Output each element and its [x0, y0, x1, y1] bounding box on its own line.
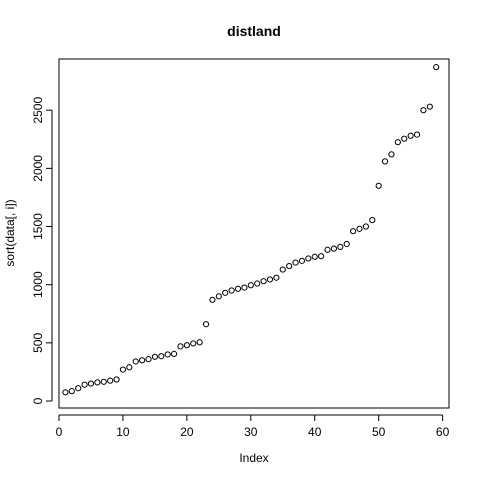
x-tick-label: 10 [116, 425, 130, 439]
chart-title: distland [227, 23, 281, 39]
x-tick-label: 20 [180, 425, 194, 439]
data-point [196, 339, 203, 346]
data-point [126, 364, 133, 371]
y-tick-label: 1000 [31, 271, 45, 298]
y-axis: 0 500 1000 1500 2000 2500 [31, 97, 53, 404]
x-tick-label: 30 [244, 425, 258, 439]
data-point [318, 253, 325, 260]
data-point [413, 131, 421, 138]
y-tick-label: 2000 [31, 155, 45, 182]
data-point [375, 182, 382, 189]
data-point [177, 343, 184, 350]
data-point [151, 353, 159, 360]
data-point [100, 378, 107, 385]
y-tick-label: 0 [31, 397, 45, 404]
data-point [273, 274, 280, 281]
data-point [190, 340, 197, 347]
data-point [286, 262, 293, 270]
data-point [279, 266, 286, 273]
data-point [388, 151, 395, 158]
data-point [362, 223, 369, 230]
data-point [145, 356, 152, 363]
data-point [215, 293, 222, 300]
data-point [132, 358, 139, 365]
data-point [81, 381, 88, 388]
x-tick-label: 60 [436, 425, 450, 439]
y-axis-label: sort(data[, i]) [3, 199, 17, 266]
data-point [183, 342, 190, 349]
x-tick-label: 0 [56, 425, 63, 439]
data-point [68, 388, 75, 395]
x-axis-label: Index [239, 451, 268, 465]
data-point [260, 278, 267, 285]
data-point [113, 376, 120, 383]
data-point [119, 366, 127, 373]
data-point [158, 353, 165, 360]
data-point [433, 64, 440, 71]
data-point [266, 276, 274, 283]
data-point [407, 132, 414, 139]
y-tick-label: 500 [31, 333, 45, 353]
data-point [202, 321, 210, 328]
data-point [164, 351, 171, 358]
data-point [337, 243, 344, 250]
data-point [426, 103, 433, 110]
data-point [228, 287, 235, 294]
data-point [356, 225, 363, 232]
data-point [311, 253, 318, 260]
data-point [292, 259, 299, 266]
data-point [401, 135, 408, 142]
data-point [222, 289, 229, 296]
data-point [254, 280, 261, 287]
x-axis: 0 10 20 30 40 50 60 [56, 414, 450, 439]
data-point [420, 107, 427, 114]
data-point [247, 282, 254, 289]
data-point [107, 377, 114, 384]
data-point [170, 350, 178, 358]
data-points [62, 64, 440, 396]
data-point [87, 380, 95, 387]
data-point [75, 385, 82, 392]
x-tick-label: 40 [308, 425, 322, 439]
y-tick-label: 2500 [31, 97, 45, 124]
data-point [394, 139, 401, 146]
data-point [369, 217, 376, 224]
data-point [298, 257, 306, 264]
data-point [209, 296, 216, 303]
data-point [94, 379, 101, 386]
data-point [343, 240, 350, 248]
data-point [139, 357, 146, 364]
data-point [234, 285, 242, 292]
data-point [349, 228, 357, 235]
y-tick-label: 1500 [31, 213, 45, 240]
data-point [381, 158, 389, 165]
x-tick-label: 50 [372, 425, 386, 439]
data-point [305, 255, 312, 262]
data-point [324, 246, 331, 253]
data-point [330, 245, 338, 252]
plot-frame [58, 58, 450, 409]
data-point [62, 389, 69, 396]
data-point [241, 284, 248, 291]
